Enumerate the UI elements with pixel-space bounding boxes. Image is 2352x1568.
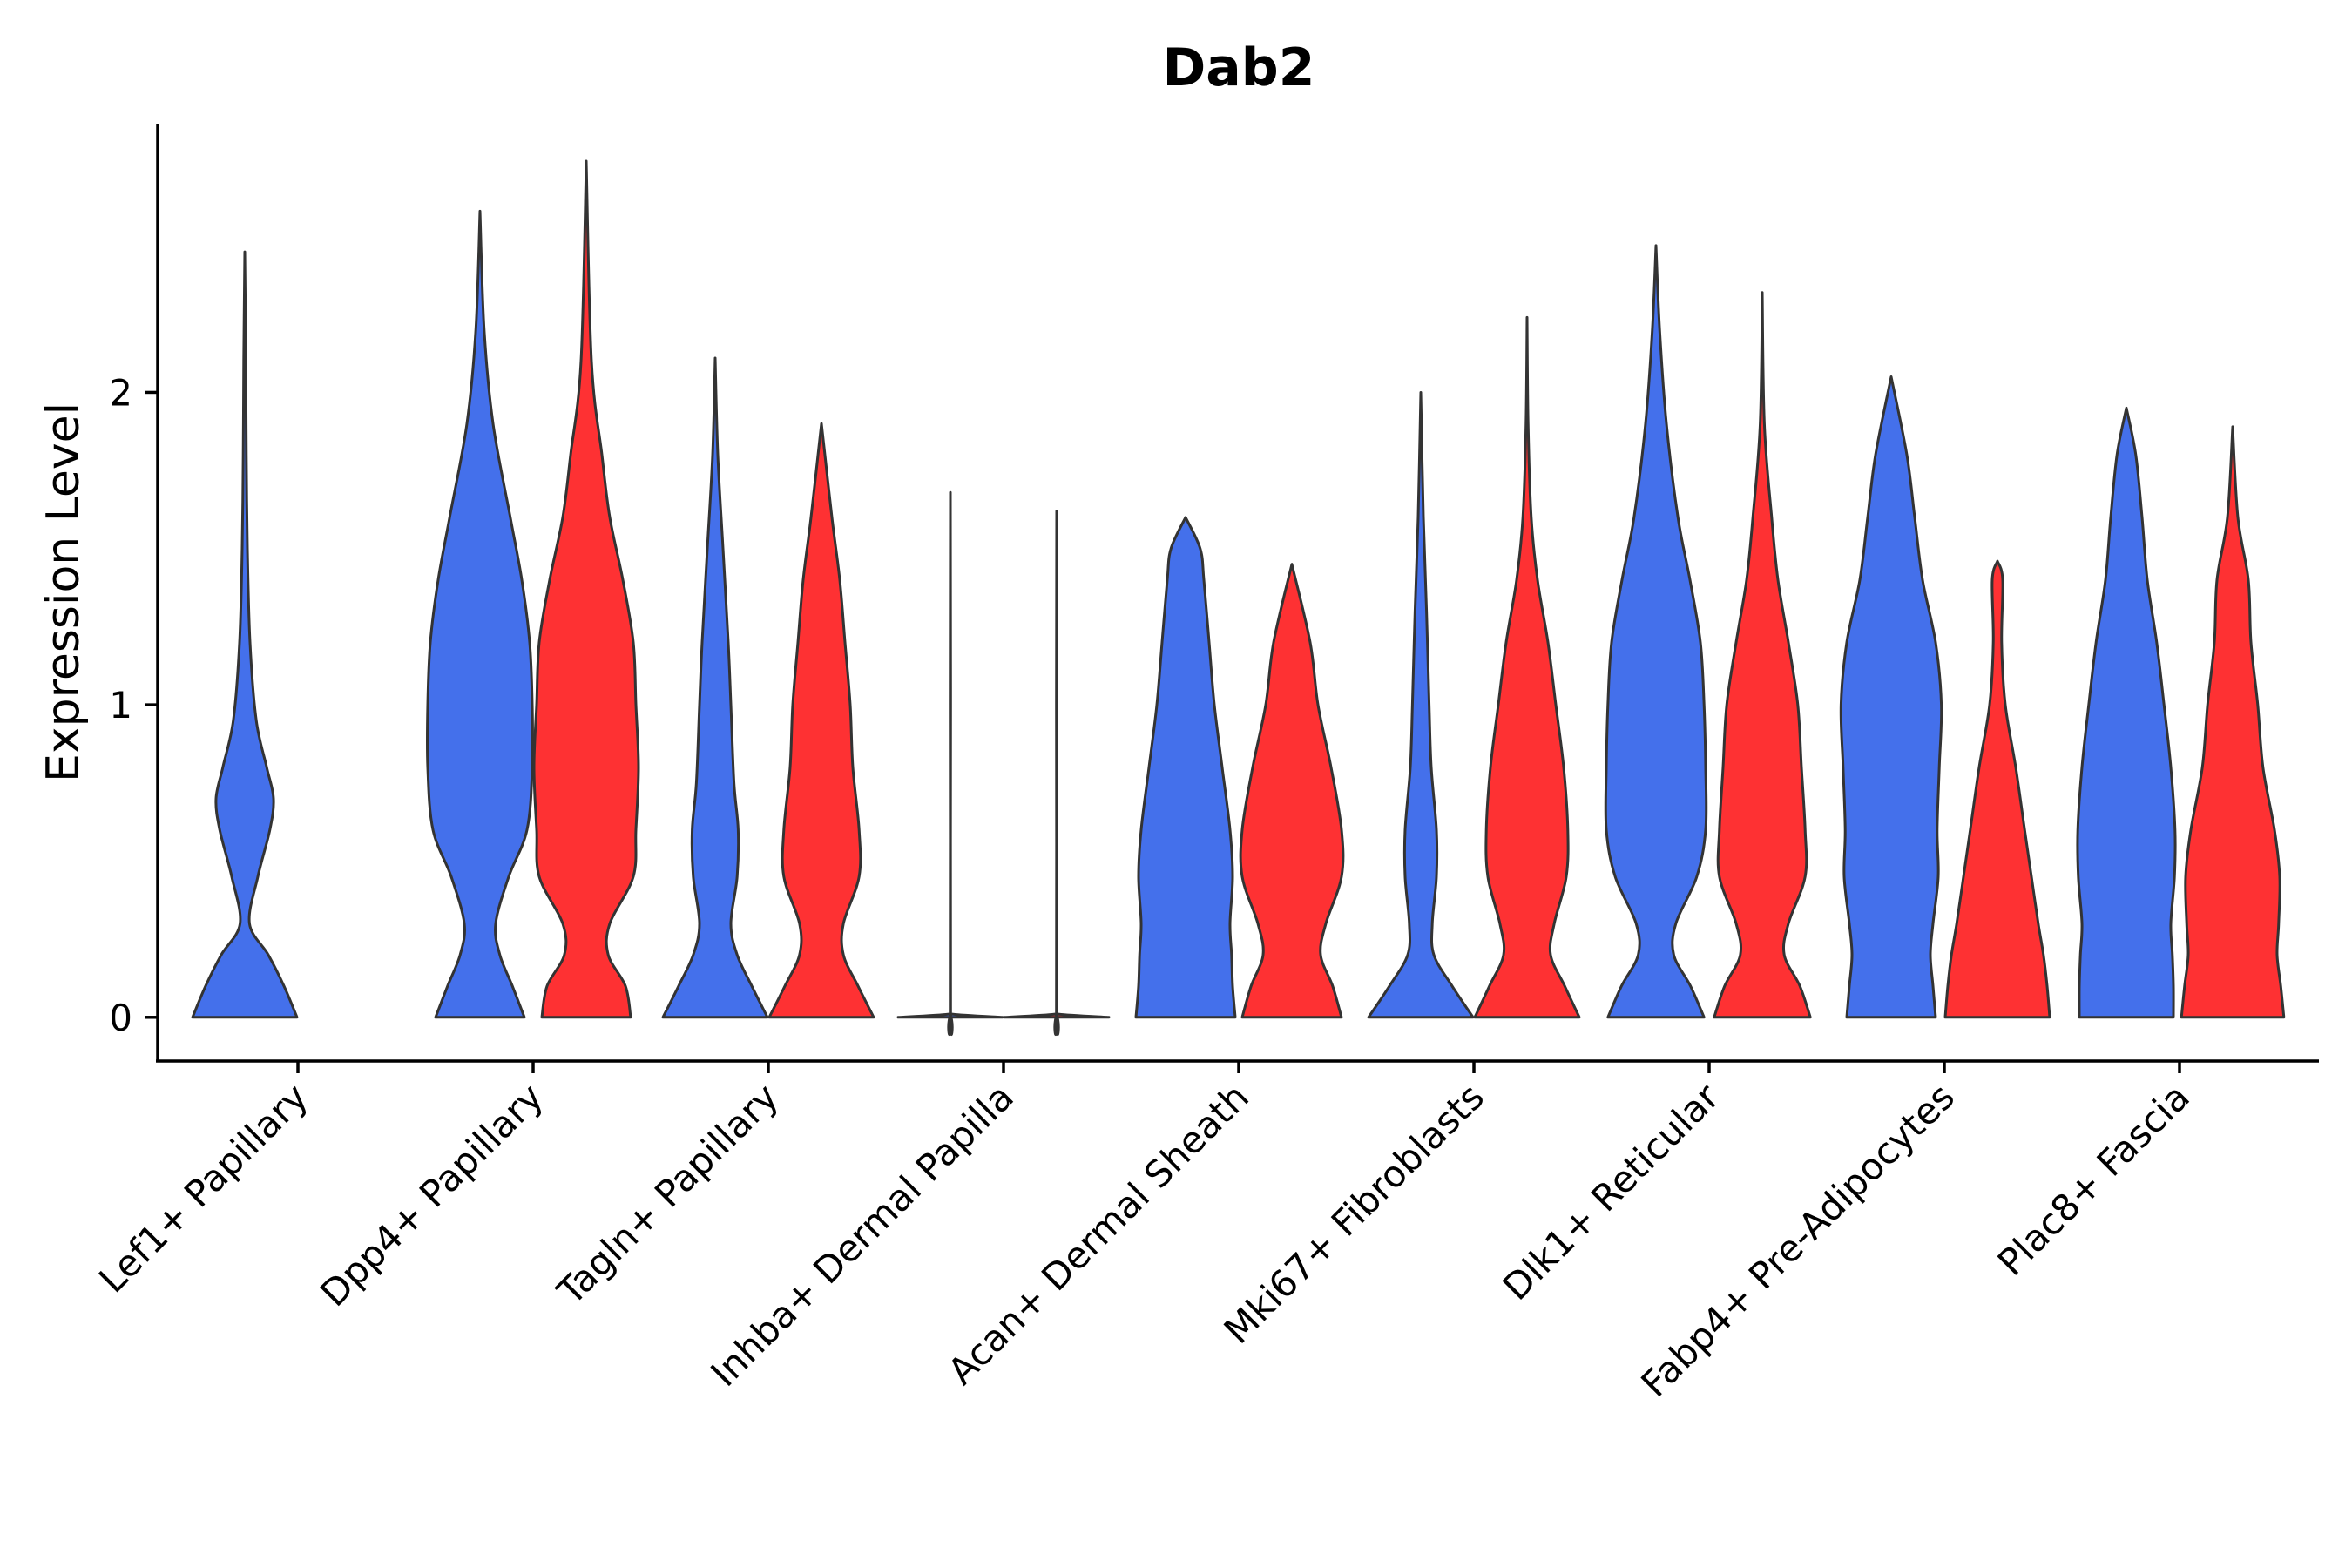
y-tick-label: 2 (109, 371, 132, 414)
violin-lef1-papillary-group-1 (191, 250, 299, 1019)
chart-title: Dab2 (1163, 37, 1315, 98)
violin-acan-dermal-sheath-group-2 (1239, 563, 1345, 1019)
x-tick-label-plac8-fascia: Plac8+ Fascia (1990, 1075, 2198, 1283)
x-tick-label-mki67-fibroblasts: Mki67+ Fibroblasts (1216, 1075, 1492, 1351)
x-tick-label-tagln-papillary: Tagln+ Papillary (549, 1075, 787, 1313)
violin-mki67-fibroblasts-group-1 (1367, 391, 1475, 1019)
violin-tagln-papillary-group-1 (661, 356, 769, 1019)
x-tick-label-dlk1-reticular: Dlk1+ Reticular (1495, 1075, 1728, 1308)
violin-mki67-fibroblasts-group-2 (1473, 315, 1581, 1019)
violin-fabp4-pre-adipocytes-group-1 (1839, 375, 1943, 1019)
y-tick-label: 0 (109, 997, 132, 1039)
violin-acan-dermal-sheath-group-1 (1134, 516, 1237, 1019)
violin-dpp4-papillary-group-1 (425, 209, 535, 1019)
violin-plac8-fascia-group-1 (2076, 406, 2177, 1019)
violin-plac8-fascia-group-2 (2180, 425, 2286, 1019)
violin-fabp4-pre-adipocytes-group-2 (1943, 559, 2051, 1019)
violin-dlk1-reticular-group-2 (1713, 291, 1812, 1019)
y-ticks: 0 1 2 (109, 371, 158, 1039)
y-axis-label: Expression Level (37, 402, 90, 782)
violin-inhba-dermal-papilla-group-1 (896, 490, 1004, 1037)
x-tick-label-lef1-papillary: Lef1+ Papillary (91, 1075, 316, 1301)
x-tick-label-dpp4-papillary: Dpp4+ Papillary (312, 1075, 551, 1315)
violin-tagln-papillary-group-2 (767, 422, 875, 1019)
violins-layer (191, 159, 2286, 1037)
violin-dlk1-reticular-group-1 (1604, 244, 1708, 1019)
y-tick-label: 1 (109, 684, 132, 727)
violin-dpp4-papillary-group-2 (532, 159, 640, 1019)
violin-inhba-dermal-papilla-group-2 (1003, 510, 1111, 1037)
